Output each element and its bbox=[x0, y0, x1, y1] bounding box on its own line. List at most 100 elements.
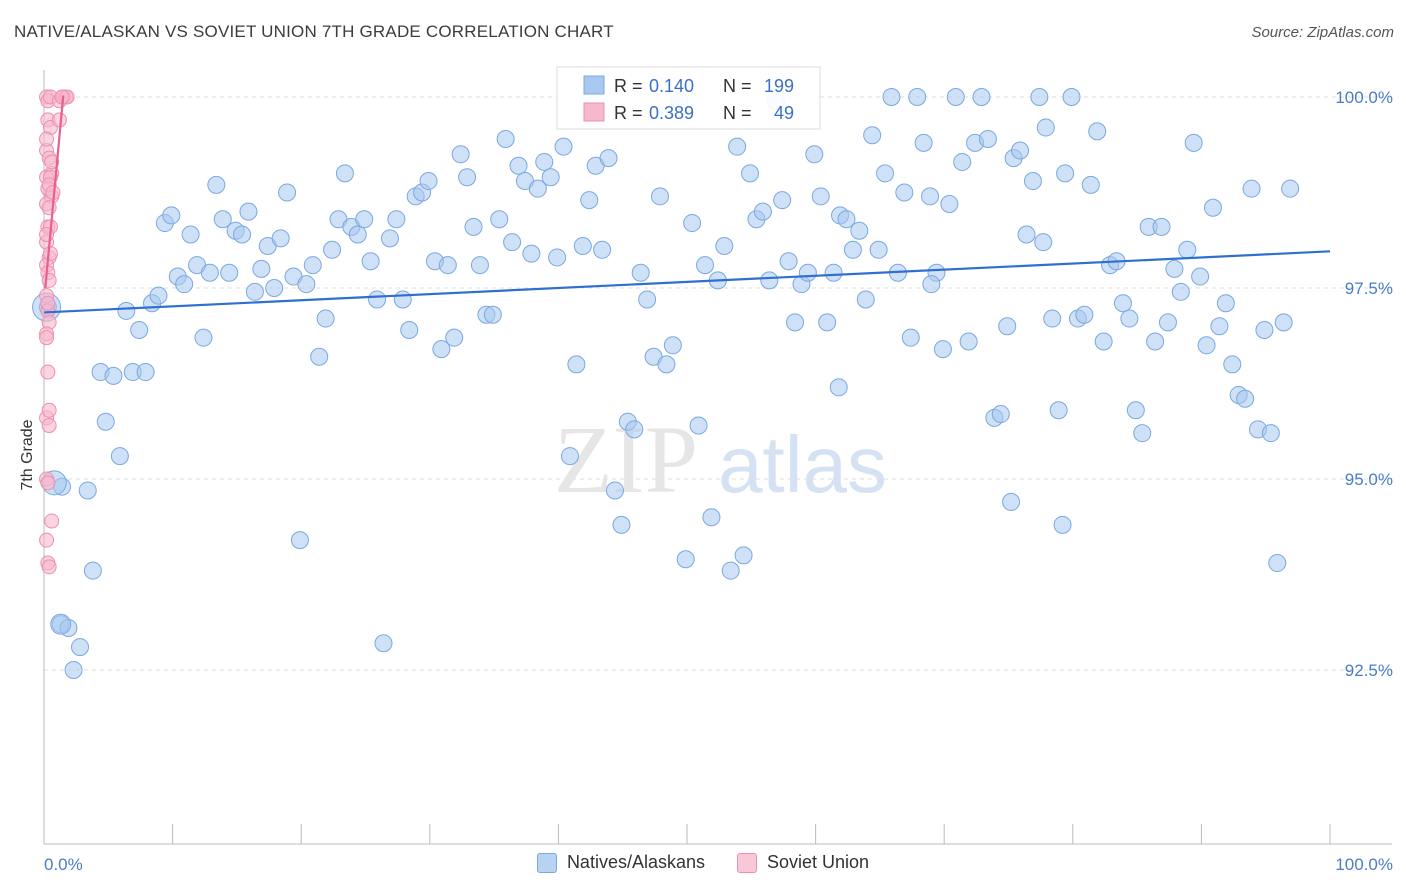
point-natives-88 bbox=[605, 481, 624, 500]
point-natives-24 bbox=[194, 328, 213, 347]
point-natives-155 bbox=[1036, 118, 1055, 137]
point-soviet-39 bbox=[41, 559, 57, 575]
point-natives-173 bbox=[1152, 217, 1171, 236]
point-natives-19 bbox=[162, 206, 181, 225]
point-natives-52 bbox=[374, 634, 393, 653]
point-natives-108 bbox=[734, 546, 753, 565]
point-soviet-40 bbox=[39, 131, 55, 147]
point-natives-99 bbox=[676, 550, 695, 569]
point-natives-22 bbox=[181, 225, 200, 244]
point-natives-130 bbox=[876, 164, 895, 183]
point-natives-37 bbox=[278, 183, 297, 202]
point-natives-179 bbox=[1191, 267, 1210, 286]
point-natives-43 bbox=[316, 309, 335, 328]
point-soviet-47 bbox=[39, 330, 55, 346]
point-natives-4 bbox=[64, 661, 83, 679]
point-natives-106 bbox=[721, 561, 740, 580]
point-natives-53 bbox=[380, 229, 399, 248]
point-natives-5 bbox=[71, 638, 90, 657]
point-natives-189 bbox=[1255, 321, 1274, 340]
point-natives-162 bbox=[1081, 175, 1100, 194]
point-natives-73 bbox=[509, 156, 528, 175]
point-natives-41 bbox=[303, 256, 322, 275]
point-natives-75 bbox=[522, 244, 541, 263]
point-soviet-45 bbox=[42, 246, 58, 262]
point-natives-63 bbox=[445, 328, 464, 347]
point-soviet-36 bbox=[44, 513, 60, 529]
point-natives-35 bbox=[265, 279, 284, 297]
legend-swatch-natives bbox=[536, 852, 557, 873]
point-natives-174 bbox=[1158, 313, 1177, 332]
point-natives-196 bbox=[829, 378, 848, 397]
point-natives-168 bbox=[1120, 309, 1139, 328]
point-natives-10 bbox=[104, 366, 123, 385]
point-natives-195 bbox=[1053, 515, 1072, 534]
point-natives-156 bbox=[1043, 309, 1062, 328]
point-natives-183 bbox=[1216, 294, 1235, 313]
legend-item-soviet[interactable]: Soviet Union bbox=[737, 852, 869, 873]
trend-lines bbox=[43, 95, 1331, 314]
point-natives-136 bbox=[914, 133, 933, 152]
point-natives-48 bbox=[348, 225, 367, 244]
point-natives-124 bbox=[837, 210, 856, 229]
point-natives-142 bbox=[953, 152, 972, 171]
point-natives-31 bbox=[239, 202, 258, 221]
point-natives-181 bbox=[1203, 198, 1222, 217]
point-natives-164 bbox=[1094, 332, 1113, 351]
point-natives-62 bbox=[438, 256, 457, 275]
point-soviet-35 bbox=[40, 475, 56, 491]
point-natives-105 bbox=[715, 236, 734, 255]
point-natives-59 bbox=[419, 172, 438, 191]
stats-n-label-soviet: N = bbox=[723, 103, 752, 123]
x-tick-label-0: 0.0% bbox=[44, 855, 83, 874]
point-natives-32 bbox=[245, 282, 264, 301]
point-natives-145 bbox=[972, 88, 991, 106]
point-natives-25 bbox=[200, 263, 219, 282]
stats-n-label-natives: N = bbox=[723, 76, 752, 96]
legend-swatch-soviet bbox=[737, 852, 757, 873]
point-natives-109 bbox=[741, 164, 760, 183]
point-natives-149 bbox=[998, 317, 1017, 336]
point-natives-64 bbox=[451, 145, 470, 164]
point-natives-72 bbox=[503, 233, 522, 252]
point-natives-175 bbox=[1165, 259, 1184, 278]
point-natives-128 bbox=[863, 126, 882, 145]
point-natives-170 bbox=[1133, 424, 1152, 443]
point-natives-9 bbox=[96, 412, 115, 431]
point-natives-84 bbox=[580, 191, 599, 210]
point-natives-167 bbox=[1113, 294, 1132, 313]
point-natives-40 bbox=[297, 275, 316, 294]
point-natives-141 bbox=[946, 88, 965, 106]
point-natives-27 bbox=[213, 210, 232, 229]
stats-swatch-soviet bbox=[583, 102, 605, 122]
point-natives-197 bbox=[1034, 233, 1053, 252]
series-natives-alaskans bbox=[32, 88, 1300, 679]
legend-item-natives[interactable]: Natives/Alaskans bbox=[536, 852, 705, 873]
point-natives-191 bbox=[1268, 554, 1287, 573]
legend-label-natives: Natives/Alaskans bbox=[566, 852, 705, 872]
point-natives-49 bbox=[355, 210, 374, 229]
point-natives-134 bbox=[901, 328, 920, 347]
point-natives-178 bbox=[1184, 133, 1203, 152]
point-natives-176 bbox=[1171, 282, 1190, 301]
point-natives-126 bbox=[850, 221, 869, 240]
x-tick-labels: 0.0% 100.0% bbox=[44, 855, 1393, 874]
point-natives-131 bbox=[882, 88, 901, 106]
point-natives-76 bbox=[528, 179, 547, 198]
point-natives-44 bbox=[323, 240, 342, 259]
stats-legend: R = 0.140 N = 199 R = 0.389 N = 49 bbox=[556, 66, 821, 130]
point-natives-11 bbox=[110, 447, 129, 466]
bottom-legend: Natives/Alaskans Soviet Union bbox=[0, 852, 1406, 873]
point-natives-192 bbox=[1274, 313, 1293, 332]
legend-label-soviet: Soviet Union bbox=[767, 852, 870, 872]
point-natives-115 bbox=[779, 252, 798, 271]
stats-r-label-natives: R = bbox=[614, 76, 643, 96]
point-natives-6 bbox=[78, 481, 97, 500]
stats-n-value-natives: 199 bbox=[764, 76, 794, 96]
trend-line-natives bbox=[43, 250, 1331, 314]
stats-r-label-soviet: R = bbox=[614, 103, 643, 123]
point-natives-137 bbox=[921, 187, 940, 206]
point-natives-114 bbox=[773, 191, 792, 210]
point-natives-186 bbox=[1236, 389, 1255, 408]
